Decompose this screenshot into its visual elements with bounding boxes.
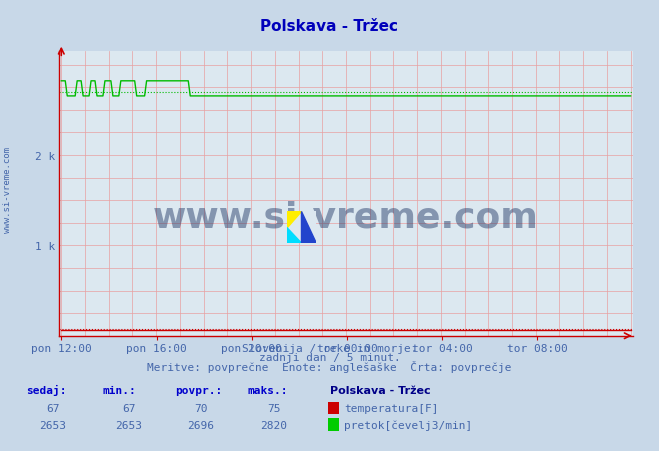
- Text: 75: 75: [267, 403, 280, 413]
- Text: 2653: 2653: [40, 420, 66, 430]
- Text: min.:: min.:: [102, 385, 136, 395]
- Text: Polskava - Tržec: Polskava - Tržec: [330, 385, 430, 395]
- Text: sedaj:: sedaj:: [26, 385, 67, 396]
- Text: www.si-vreme.com: www.si-vreme.com: [153, 200, 539, 234]
- Text: 2696: 2696: [188, 420, 214, 430]
- Text: zadnji dan / 5 minut.: zadnji dan / 5 minut.: [258, 352, 401, 362]
- Polygon shape: [287, 228, 302, 244]
- Text: 2820: 2820: [260, 420, 287, 430]
- Polygon shape: [287, 212, 302, 228]
- Text: temperatura[F]: temperatura[F]: [344, 403, 438, 413]
- Text: pretok[čevelj3/min]: pretok[čevelj3/min]: [344, 419, 473, 430]
- Text: povpr.:: povpr.:: [175, 385, 222, 395]
- Text: Slovenija / reke in morje.: Slovenija / reke in morje.: [242, 343, 417, 353]
- Text: 67: 67: [122, 403, 135, 413]
- Polygon shape: [302, 212, 316, 244]
- Text: 67: 67: [46, 403, 59, 413]
- Text: 2653: 2653: [115, 420, 142, 430]
- Text: 70: 70: [194, 403, 208, 413]
- Text: Meritve: povprečne  Enote: anglešaške  Črta: povprečje: Meritve: povprečne Enote: anglešaške Črt…: [147, 360, 512, 372]
- Text: Polskava - Tržec: Polskava - Tržec: [260, 18, 399, 34]
- Text: www.si-vreme.com: www.si-vreme.com: [3, 147, 13, 232]
- Text: maks.:: maks.:: [247, 385, 287, 395]
